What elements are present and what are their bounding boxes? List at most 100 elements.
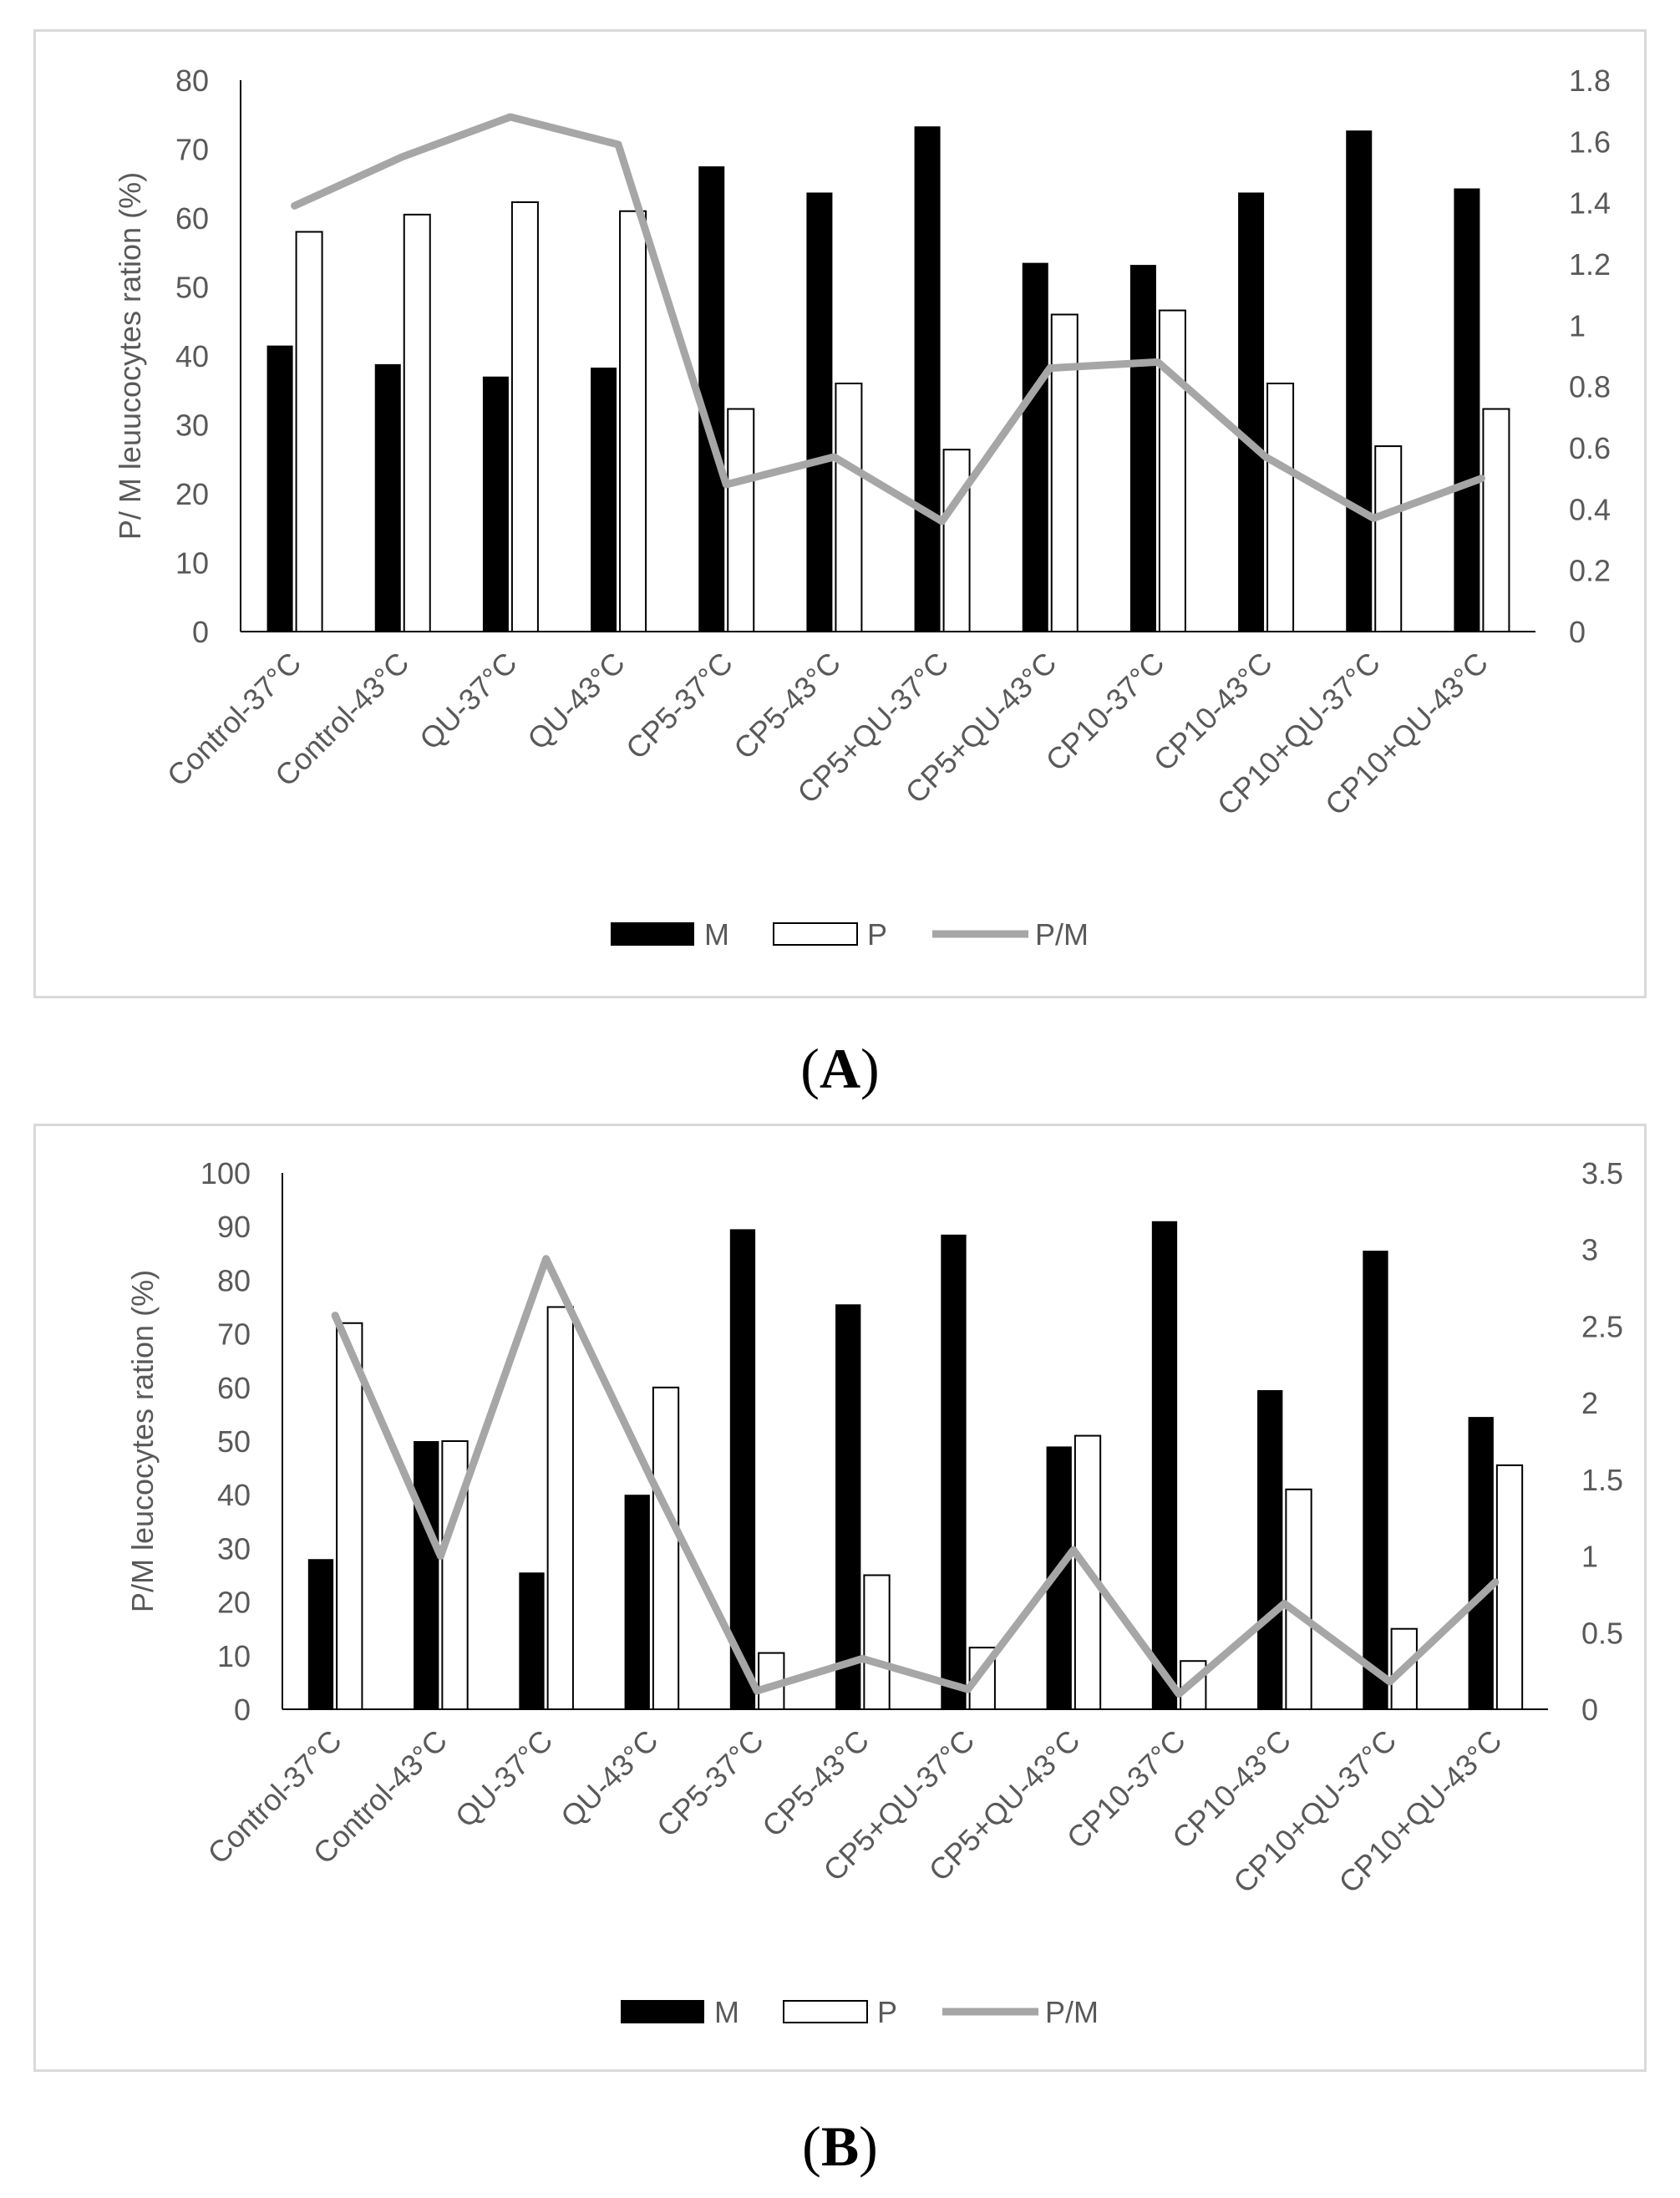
chart-a-bar-p bbox=[1266, 383, 1295, 632]
chart-b-bar-p bbox=[652, 1386, 680, 1710]
chart-b-legend-pm-label: P/M bbox=[1045, 1995, 1099, 2029]
chart-a-bar-p bbox=[1482, 408, 1510, 632]
chart-a-left-tick-label: 30 bbox=[175, 409, 209, 443]
chart-panel-a: 0 10 20 30 40 50 60 70 80 0 0.2 0.4 0.6 0.8 1 1.2 1.4 1.6… bbox=[33, 29, 1647, 998]
chart-b-legend-p-label: P bbox=[877, 1995, 897, 2029]
chart-panel-b: 0 10 20 30 40 50 60 70 80 90 100 0 0.5 1 1.5 2 2.5 3 3.5 P/… bbox=[33, 1124, 1647, 2072]
chart-b-left-tick-label: 70 bbox=[217, 1317, 251, 1352]
chart-a-right-tick-label: 1.6 bbox=[1569, 124, 1611, 159]
chart-b-bar-p bbox=[1285, 1488, 1312, 1710]
caption-a-letter: A bbox=[819, 1037, 861, 1100]
chart-b-bar-m bbox=[624, 1495, 650, 1709]
chart-b-left-tick-label: 20 bbox=[217, 1586, 251, 1620]
chart-a-bar-p bbox=[1050, 313, 1079, 632]
chart-a-legend-m-swatch bbox=[611, 922, 694, 946]
chart-a-bar-m bbox=[806, 192, 833, 632]
chart-a-bar-m bbox=[1022, 262, 1048, 632]
chart-a-bar-p bbox=[942, 449, 971, 633]
chart-b-legend-m-swatch bbox=[621, 2000, 704, 2023]
chart-a-bar-m bbox=[266, 345, 293, 632]
chart-a-left-tick-label: 60 bbox=[175, 201, 209, 236]
chart-a-legend-m-label: M bbox=[704, 917, 729, 952]
chart-b-left-tick-label: 60 bbox=[217, 1371, 251, 1405]
chart-a-bar-m bbox=[1238, 192, 1265, 632]
chart-a-right-tick-label: 1.4 bbox=[1569, 186, 1611, 221]
chart-b-left-tick-label: 100 bbox=[200, 1156, 251, 1190]
chart-a-bar-p bbox=[727, 408, 755, 632]
chart-a-legend-p-label: P bbox=[867, 917, 887, 952]
chart-b-left-tick-label: 40 bbox=[217, 1478, 251, 1512]
chart-a-bar-m bbox=[1454, 188, 1480, 632]
chart-a-x-tick-label: QU-37°C bbox=[413, 646, 524, 757]
chart-b-line-pm bbox=[331, 1255, 1500, 1698]
chart-a-bar-m bbox=[1129, 265, 1156, 632]
chart-a-bar-m bbox=[914, 126, 941, 632]
chart-a-bar-p bbox=[1374, 445, 1403, 633]
chart-b-bar-p bbox=[1073, 1434, 1102, 1710]
chart-a-right-tick-label: 1 bbox=[1569, 308, 1586, 343]
chart-b-legend-m-label: M bbox=[714, 1995, 739, 2029]
chart-a-right-tick-label: 0.8 bbox=[1569, 370, 1611, 404]
chart-a-bar-p bbox=[1158, 309, 1186, 632]
chart-a-bar-m bbox=[1346, 130, 1373, 632]
caption-b: (B) bbox=[802, 2114, 878, 2178]
chart-b-right-tick-label: 1.5 bbox=[1581, 1463, 1623, 1497]
chart-a-left-tick-label: 10 bbox=[175, 546, 209, 581]
chart-b-x-tick-label: CP5-37°C bbox=[650, 1723, 770, 1844]
chart-b-bar-m bbox=[519, 1572, 545, 1709]
chart-b-left-tick-label: 90 bbox=[217, 1210, 251, 1244]
chart-a-legend-p-swatch bbox=[773, 922, 858, 946]
chart-b-right-tick-label: 2 bbox=[1581, 1386, 1598, 1420]
chart-a-right-tick-label: 1.8 bbox=[1569, 63, 1611, 98]
chart-b-bar-m bbox=[1363, 1251, 1388, 1709]
chart-a-bar-p bbox=[295, 231, 323, 632]
chart-b-bar-m bbox=[729, 1229, 756, 1709]
chart-a-bar-p bbox=[403, 213, 431, 632]
chart-a-bar-m bbox=[374, 363, 401, 632]
chart-b-bar-m bbox=[307, 1559, 334, 1709]
chart-b-left-tick-label: 50 bbox=[217, 1424, 251, 1459]
chart-b-bar-m bbox=[941, 1234, 967, 1709]
chart-a-line-pm bbox=[291, 113, 1485, 525]
caption-b-letter: B bbox=[820, 2114, 860, 2178]
chart-a-left-tick-label: 0 bbox=[192, 615, 209, 649]
chart-b-bar-m bbox=[835, 1304, 861, 1709]
chart-b-legend-p-swatch bbox=[783, 2000, 868, 2023]
chart-a-left-tick-label: 80 bbox=[175, 63, 209, 98]
chart-a-left-tick-label: 40 bbox=[175, 339, 209, 373]
chart-b-bar-p bbox=[1495, 1464, 1524, 1710]
chart-b-left-tick-label: 10 bbox=[217, 1639, 251, 1673]
chart-b-right-tick-label: 1 bbox=[1581, 1540, 1598, 1574]
chart-a-right-tick-label: 0.2 bbox=[1569, 554, 1611, 588]
chart-b-svg: 0 10 20 30 40 50 60 70 80 90 100 0 0.5 1 1.5 2 2.5 3 3.5 P/… bbox=[125, 1156, 1623, 2029]
chart-a-right-tick-label: 0 bbox=[1569, 615, 1586, 649]
chart-b-bar-p bbox=[863, 1574, 891, 1710]
chart-b-x-tick-label: QU-37°C bbox=[449, 1723, 560, 1835]
chart-a-y-axis-title: P/ M leuucocytes ration (%) bbox=[113, 172, 147, 540]
chart-a-left-tick-label: 50 bbox=[175, 271, 209, 305]
chart-b-right-tick-label: 2.5 bbox=[1581, 1309, 1623, 1343]
chart-b-left-tick-label: 80 bbox=[217, 1263, 251, 1297]
chart-a-svg: 0 10 20 30 40 50 60 70 80 0 0.2 0.4 0.6 0.8 1 1.2 1.4 1.6… bbox=[113, 63, 1611, 952]
chart-b-right-tick-label: 3 bbox=[1581, 1233, 1598, 1267]
chart-b-bar-m bbox=[1151, 1221, 1178, 1709]
chart-a-bar-p bbox=[510, 201, 539, 632]
chart-a-legend-pm-label: P/M bbox=[1035, 917, 1089, 952]
chart-b-bar-m bbox=[1257, 1390, 1283, 1709]
chart-a-bar-m bbox=[591, 368, 617, 632]
chart-a-x-tick-label: CP5-37°C bbox=[619, 646, 739, 766]
chart-b-right-tick-label: 0 bbox=[1581, 1693, 1598, 1727]
chart-b-x-tick-label: QU-43°C bbox=[554, 1723, 665, 1835]
chart-b-left-tick-label: 30 bbox=[217, 1531, 251, 1566]
chart-a-right-tick-label: 1.2 bbox=[1569, 247, 1611, 282]
chart-a-left-tick-label: 70 bbox=[175, 133, 209, 167]
chart-b-right-tick-label: 0.5 bbox=[1581, 1616, 1623, 1650]
chart-a-x-tick-label: QU-43°C bbox=[520, 646, 632, 757]
chart-a-bar-p bbox=[835, 383, 863, 632]
chart-b-left-tick-label: 0 bbox=[234, 1693, 251, 1727]
chart-a-bar-m bbox=[482, 376, 509, 632]
chart-b-bar-p bbox=[336, 1322, 363, 1710]
chart-a-bar-p bbox=[619, 210, 647, 632]
chart-b-bar-m bbox=[414, 1441, 439, 1709]
chart-a-right-tick-label: 0.4 bbox=[1569, 492, 1611, 526]
